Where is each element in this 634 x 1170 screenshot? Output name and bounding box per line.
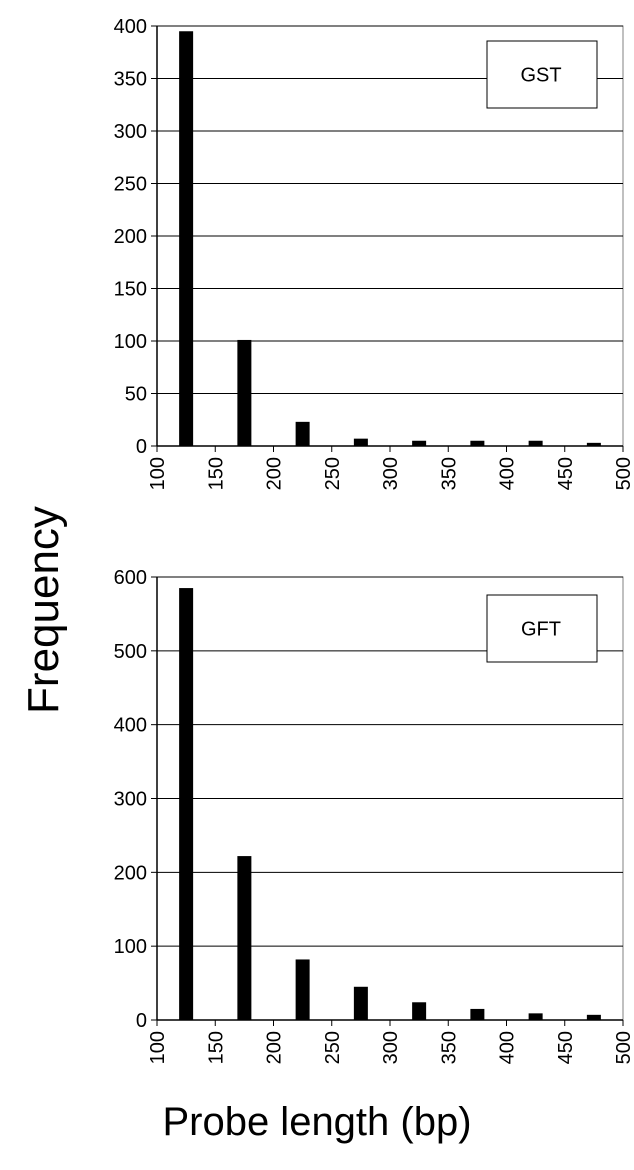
bar — [586, 1014, 601, 1020]
x-tick-label: 250 — [322, 457, 344, 490]
y-tick-label: 50 — [125, 384, 147, 406]
x-tick-label: 300 — [380, 457, 402, 490]
chart-panel-1: 0 50 100 150 200 250 300 350 400 100 150 200 250 300 3… — [114, 16, 634, 490]
y-tick-label: 400 — [114, 715, 147, 737]
x-tick-label: 100 — [147, 457, 169, 490]
y-axis-label: Frequency — [14, 506, 74, 714]
y-axis-label-text: Frequency — [19, 506, 68, 714]
bar — [353, 438, 368, 446]
x-tick-label: 350 — [438, 457, 460, 490]
y-tick-label: 300 — [114, 789, 147, 811]
legend-box — [486, 40, 598, 109]
bar — [179, 31, 194, 446]
bar — [237, 856, 252, 1020]
bar — [295, 421, 310, 446]
x-tick-label: 300 — [380, 1031, 402, 1064]
x-tick-label: 400 — [497, 1031, 519, 1064]
legend-label: GST — [520, 65, 561, 87]
bar — [237, 339, 252, 446]
y-tick-label: 100 — [114, 331, 147, 353]
bar — [470, 1008, 485, 1020]
y-tick-label: 600 — [114, 567, 147, 589]
x-tick-label: 250 — [322, 1031, 344, 1064]
x-tick-label: 400 — [497, 457, 519, 490]
bar — [179, 588, 194, 1020]
x-tick-label: 450 — [555, 457, 577, 490]
x-tick-label: 200 — [264, 457, 286, 490]
y-tick-label: 100 — [114, 936, 147, 958]
y-tick-label: 200 — [114, 226, 147, 248]
legend-box — [486, 594, 598, 663]
bar — [295, 959, 310, 1020]
x-tick-label: 100 — [147, 1031, 169, 1064]
x-axis-label: Probe length (bp) — [162, 1100, 472, 1144]
y-tick-label: 500 — [114, 641, 147, 663]
bar — [528, 1013, 543, 1020]
y-tick-label: 0 — [136, 1010, 147, 1032]
x-tick-label: 450 — [555, 1031, 577, 1064]
x-tick-label: 150 — [205, 1031, 227, 1064]
bar — [412, 440, 427, 446]
x-tick-label: 500 — [613, 457, 634, 490]
bar — [470, 440, 485, 446]
x-tick-label: 350 — [438, 1031, 460, 1064]
legend-label: GFT — [521, 619, 561, 641]
bar — [586, 442, 601, 446]
bar — [353, 986, 368, 1020]
y-tick-label: 0 — [136, 436, 147, 458]
y-tick-label: 400 — [114, 16, 147, 38]
bar — [528, 440, 543, 446]
bar — [412, 1002, 427, 1020]
y-tick-label: 350 — [114, 69, 147, 91]
y-tick-label: 150 — [114, 279, 147, 301]
y-tick-label: 300 — [114, 121, 147, 143]
x-tick-label: 500 — [613, 1031, 634, 1064]
y-tick-label: 200 — [114, 862, 147, 884]
x-tick-label: 150 — [205, 457, 227, 490]
y-tick-label: 250 — [114, 174, 147, 196]
x-tick-label: 200 — [264, 1031, 286, 1064]
